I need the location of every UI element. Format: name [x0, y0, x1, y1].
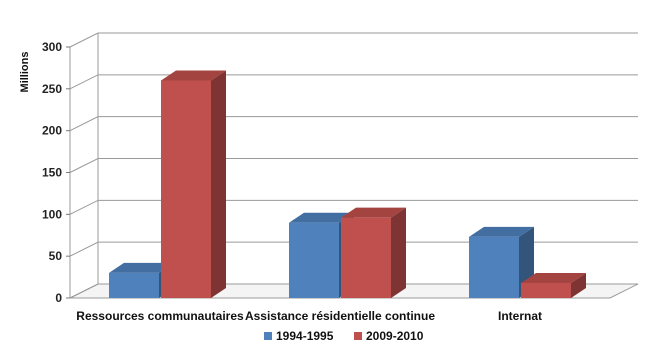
y-tick-label: 0	[55, 291, 62, 305]
bar-top	[521, 272, 586, 283]
gridline	[69, 74, 638, 90]
legend-item: 2009-2010	[354, 329, 424, 343]
legend-swatch	[354, 332, 362, 340]
x-tick-label: Internat	[498, 309, 542, 323]
bar-top	[469, 226, 534, 237]
bar-top	[161, 70, 226, 81]
bar-front	[521, 282, 571, 298]
bar-side	[211, 70, 226, 298]
legend: 1994-1995 2009-2010	[264, 329, 424, 343]
bar	[161, 70, 226, 298]
bar-side	[571, 272, 586, 298]
gridline	[69, 158, 638, 173]
y-axis-label: Millions	[19, 52, 31, 93]
gridline	[69, 32, 638, 48]
value-axis: 0 50 100 150 200 250 300	[42, 40, 70, 305]
x-tick-label: Ressources communautaires	[76, 309, 244, 323]
bar	[521, 272, 586, 298]
y-tick-label: 50	[49, 249, 63, 263]
legend-label: 1994-1995	[276, 329, 334, 343]
bar-side	[391, 207, 406, 298]
legend-label: 2009-2010	[366, 329, 424, 343]
gridline	[69, 283, 638, 299]
gridline	[69, 116, 638, 132]
bar	[341, 207, 406, 298]
y-tick-label: 150	[42, 166, 62, 180]
bar-front	[109, 272, 159, 298]
gridline	[69, 241, 638, 257]
bar-front	[289, 222, 339, 298]
y-tick-label: 250	[42, 82, 62, 96]
bar-front	[469, 236, 519, 298]
bar	[469, 226, 534, 298]
legend-swatch	[264, 332, 272, 340]
gridline	[69, 199, 638, 215]
bar-front	[341, 217, 391, 298]
legend-item: 1994-1995	[264, 329, 334, 343]
bar-top	[341, 207, 406, 218]
bar-front	[161, 80, 211, 298]
bar-top	[109, 262, 174, 273]
category-axis: Ressources communautaires Assistance rési…	[76, 309, 542, 323]
y-tick-label: 200	[42, 124, 62, 138]
y-tick-label: 300	[42, 40, 62, 54]
bars	[109, 70, 586, 298]
bar-top	[289, 212, 354, 223]
y-tick-label: 100	[42, 207, 62, 221]
x-tick-label: Assistance résidentielle continue	[245, 309, 435, 323]
